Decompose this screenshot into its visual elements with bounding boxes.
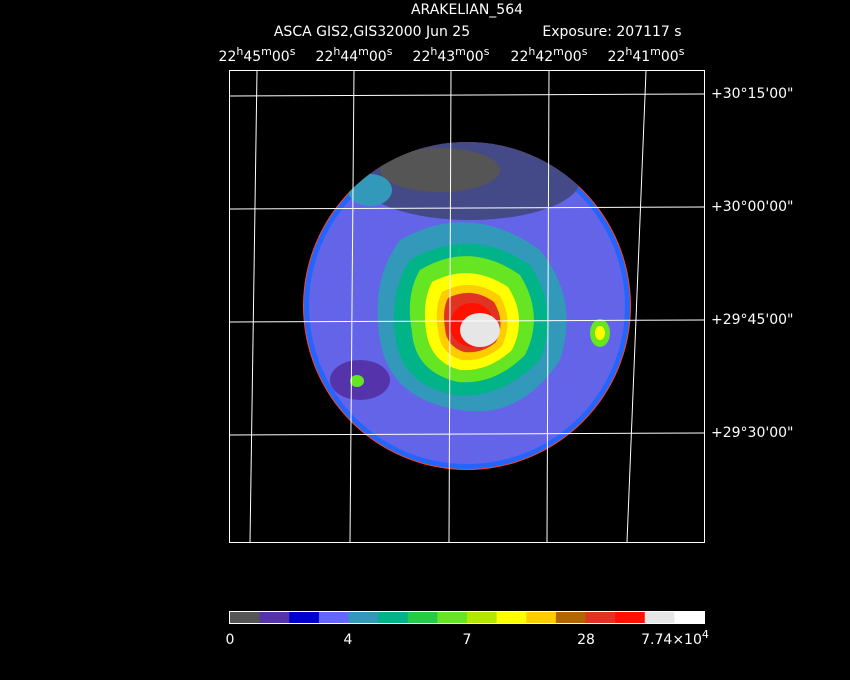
superscript: 4 xyxy=(702,628,709,641)
colorbar-swatch xyxy=(289,612,320,623)
superscript: m xyxy=(261,45,272,58)
label-part: 22 xyxy=(511,49,529,65)
ra-label: 22h42m00s xyxy=(511,45,588,65)
colorbar-swatch xyxy=(496,612,527,623)
ra-label: 22h44m00s xyxy=(316,45,393,65)
grid-line xyxy=(249,70,258,543)
superscript: m xyxy=(650,45,661,58)
grid-line xyxy=(626,70,647,543)
superscript: s xyxy=(679,45,685,58)
superscript: h xyxy=(236,45,243,58)
label-part: 44 xyxy=(340,49,358,65)
colorbar-swatch xyxy=(378,612,409,623)
colorbar-label: 7 xyxy=(463,632,472,648)
label-part: 7.74×10 xyxy=(641,632,702,648)
label-part: 22 xyxy=(413,49,431,65)
colorbar-swatch xyxy=(318,612,349,623)
superscript: m xyxy=(553,45,564,58)
label-part: 4 xyxy=(344,632,353,648)
label-part: 0 xyxy=(226,632,235,648)
title: ARAKELIAN_564 xyxy=(411,2,523,18)
colorbar-swatch xyxy=(437,612,468,623)
exposure: Exposure: 207117 s xyxy=(542,24,681,40)
label-part: 00 xyxy=(272,49,290,65)
superscript: h xyxy=(430,45,437,58)
label-part: 28 xyxy=(577,632,595,648)
grid-line xyxy=(229,432,705,436)
superscript: m xyxy=(358,45,369,58)
grid-line xyxy=(229,93,705,97)
label-part: 45 xyxy=(243,49,261,65)
grid-line xyxy=(448,70,452,543)
colorbar-label: 0 xyxy=(226,632,235,648)
colorbar-swatch xyxy=(526,612,557,623)
colorbar-swatch xyxy=(615,612,646,623)
ra-label: 22h41m00s xyxy=(608,45,685,65)
label-part: 22 xyxy=(608,49,626,65)
label-part: 00 xyxy=(564,49,582,65)
label-part: 41 xyxy=(632,49,650,65)
colorbar-swatch xyxy=(407,612,438,623)
superscript: m xyxy=(455,45,466,58)
ra-label: 22h45m00s xyxy=(219,45,296,65)
frame xyxy=(229,70,705,543)
label-part: 7 xyxy=(463,632,472,648)
superscript: h xyxy=(528,45,535,58)
label-part: 43 xyxy=(437,49,455,65)
colorbar-swatch xyxy=(230,612,261,623)
grid-line xyxy=(229,206,705,210)
colorbar-label: 28 xyxy=(577,632,595,648)
superscript: s xyxy=(387,45,393,58)
date: 2000 Jun 25 xyxy=(386,24,470,40)
colorbar-swatch xyxy=(555,612,586,623)
colorbar-swatch xyxy=(644,612,675,623)
colorbar-swatch xyxy=(348,612,379,623)
colorbar-frame xyxy=(229,611,705,624)
ra-label: 22h43m00s xyxy=(413,45,490,65)
dec-label: +29°30'00" xyxy=(711,425,793,441)
dec-label: +30°15'00" xyxy=(711,86,793,102)
label-part: 22 xyxy=(219,49,237,65)
label-part: 00 xyxy=(369,49,387,65)
superscript: s xyxy=(582,45,588,58)
label-part: 22 xyxy=(316,49,334,65)
colorbar-swatch xyxy=(259,612,290,623)
colorbar-label: 7.74×104 xyxy=(641,628,709,648)
grid-line xyxy=(229,319,705,323)
colorbar-label: 4 xyxy=(344,632,353,648)
label-part: 42 xyxy=(535,49,553,65)
colorbar-swatch xyxy=(467,612,498,623)
grid-line xyxy=(349,70,355,543)
instrument: ASCA GIS2,GIS3 xyxy=(274,24,386,40)
grid-line xyxy=(546,70,550,543)
superscript: s xyxy=(484,45,490,58)
label-part: 00 xyxy=(466,49,484,65)
colorbar-swatch xyxy=(585,612,616,623)
label-part: 00 xyxy=(661,49,679,65)
superscript: h xyxy=(333,45,340,58)
superscript: s xyxy=(290,45,296,58)
dec-label: +29°45'00" xyxy=(711,312,793,328)
superscript: h xyxy=(625,45,632,58)
dec-label: +30°00'00" xyxy=(711,199,793,215)
colorbar-swatch xyxy=(674,612,705,623)
